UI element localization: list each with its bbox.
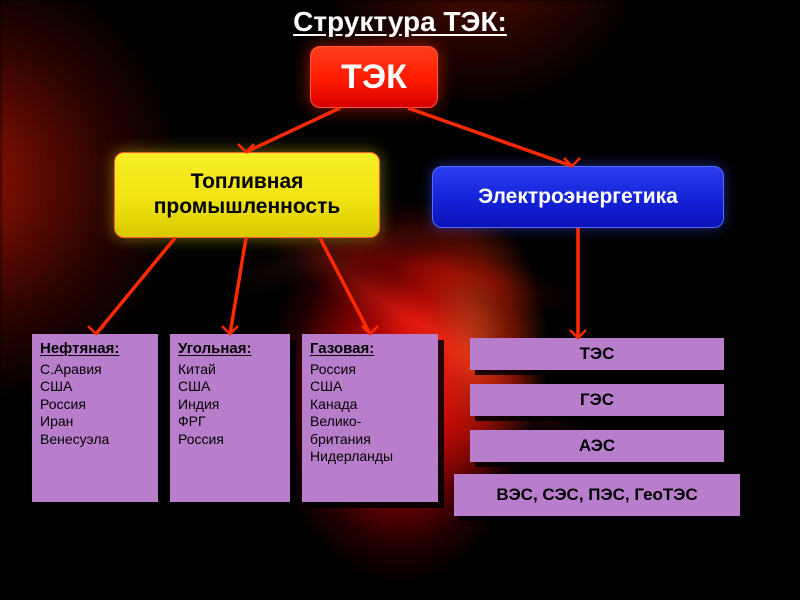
list-item: Нидерланды: [310, 448, 430, 466]
list-item: Велико-: [310, 413, 430, 431]
node-electric-label: Электроэнергетика: [478, 185, 678, 209]
edge-line: [230, 238, 246, 334]
leaf-elec-aes: АЭС: [470, 430, 724, 462]
node-fuel: Топливная промышленность: [114, 152, 380, 238]
leaf-oil: Нефтяная: С.Аравия США Россия Иран Венес…: [32, 334, 158, 502]
node-fuel-label: Топливная промышленность: [115, 170, 379, 220]
leaf-oil-title: Нефтяная:: [40, 340, 119, 359]
page-title: Структура ТЭК:: [0, 6, 800, 38]
leaf-elec-other: ВЭС, СЭС, ПЭС, ГеоТЭС: [454, 474, 740, 516]
list-item: Китай: [178, 361, 282, 379]
edge-line: [96, 238, 175, 334]
list-item: Россия: [178, 431, 282, 449]
list-item: Индия: [178, 396, 282, 414]
list-item: Канада: [310, 396, 430, 414]
leaf-coal-items: Китай США Индия ФРГ Россия: [178, 361, 282, 449]
leaf-oil-items: С.Аравия США Россия Иран Венесуэла: [40, 361, 150, 449]
chevron-down-icon: [564, 158, 580, 166]
list-item: Россия: [40, 396, 150, 414]
edge: [222, 238, 246, 334]
chevron-down-icon: [570, 330, 586, 338]
edge-line: [408, 108, 572, 166]
edge-line: [246, 108, 340, 152]
edge: [570, 228, 586, 338]
node-electric: Электроэнергетика: [432, 166, 724, 228]
edge: [88, 238, 175, 334]
list-item: Иран: [40, 413, 150, 431]
chevron-down-icon: [362, 326, 378, 334]
diagram-stage: Структура ТЭК: ТЭК Топливная промышленно…: [0, 0, 800, 600]
edge: [320, 238, 378, 334]
leaf-coal-title: Угольная:: [178, 340, 252, 359]
node-root: ТЭК: [310, 46, 438, 108]
list-item: С.Аравия: [40, 361, 150, 379]
list-item: США: [178, 378, 282, 396]
edge: [238, 108, 340, 152]
leaf-gas-items: Россия США Канада Велико- британия Нидер…: [310, 361, 430, 466]
leaf-coal: Угольная: Китай США Индия ФРГ Россия: [170, 334, 290, 502]
leaf-elec-tes: ТЭС: [470, 338, 724, 370]
leaf-gas-title: Газовая:: [310, 340, 374, 359]
chevron-down-icon: [238, 144, 254, 152]
list-item: Венесуэла: [40, 431, 150, 449]
leaf-elec-ges: ГЭС: [470, 384, 724, 416]
edge: [408, 108, 580, 166]
node-root-label: ТЭК: [341, 58, 407, 97]
list-item: США: [40, 378, 150, 396]
chevron-down-icon: [88, 326, 104, 334]
list-item: британия: [310, 431, 430, 449]
list-item: ФРГ: [178, 413, 282, 431]
list-item: Россия: [310, 361, 430, 379]
edge-line: [320, 238, 370, 334]
leaf-gas: Газовая: Россия США Канада Велико- брита…: [302, 334, 438, 502]
chevron-down-icon: [222, 326, 238, 334]
list-item: США: [310, 378, 430, 396]
